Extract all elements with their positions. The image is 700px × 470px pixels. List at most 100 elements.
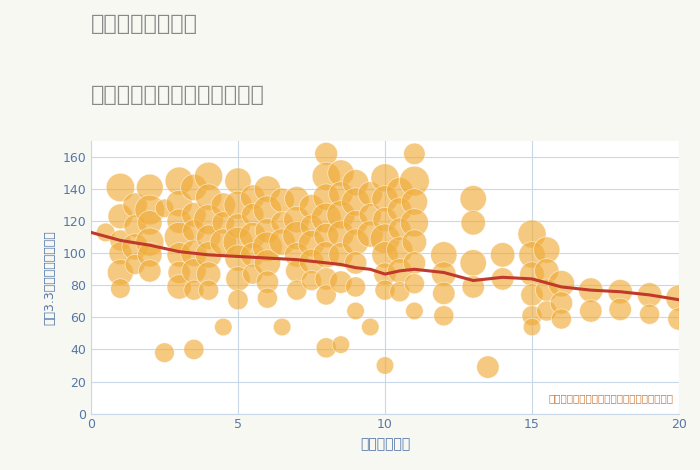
Point (644, 310, 655, 318)
Point (350, 283, 361, 290)
Point (321, 214, 332, 222)
Point (306, 203, 317, 211)
Point (394, 226, 405, 233)
Point (615, 306, 626, 313)
Point (394, 267, 405, 274)
Point (321, 344, 332, 352)
Point (130, 201, 141, 209)
Y-axis label: 坪（3.3㎡）単価（万円）: 坪（3.3㎡）単価（万円） (43, 230, 57, 325)
Point (115, 184, 126, 191)
Point (409, 198, 420, 206)
Point (335, 211, 346, 219)
Point (394, 288, 405, 296)
Point (350, 259, 361, 266)
Point (218, 201, 229, 209)
Point (526, 312, 538, 320)
Point (350, 238, 361, 246)
Point (468, 283, 479, 290)
Point (262, 185, 273, 193)
Point (306, 222, 317, 230)
Point (438, 251, 449, 258)
Point (232, 296, 244, 304)
Point (335, 230, 346, 238)
Text: 駅距離別中古マンション価格: 駅距離別中古マンション価格 (91, 85, 265, 105)
Point (673, 315, 685, 323)
Point (556, 280, 567, 288)
Point (291, 232, 302, 239)
Point (335, 251, 346, 258)
Point (409, 238, 420, 246)
Point (438, 312, 449, 320)
Point (673, 294, 685, 302)
Point (321, 150, 332, 157)
Point (203, 286, 214, 294)
Point (232, 177, 244, 185)
Point (144, 219, 155, 227)
Point (262, 294, 273, 302)
Point (232, 201, 244, 209)
Point (291, 195, 302, 203)
Point (438, 270, 449, 278)
Point (276, 323, 288, 331)
Point (585, 307, 596, 315)
Point (144, 267, 155, 274)
Point (379, 216, 391, 223)
Point (188, 346, 199, 353)
Point (526, 323, 538, 331)
Point (232, 238, 244, 246)
Point (174, 234, 185, 241)
Point (188, 184, 199, 191)
Point (130, 261, 141, 268)
Point (615, 288, 626, 296)
Point (350, 179, 361, 187)
Point (379, 174, 391, 181)
Point (144, 206, 155, 214)
Point (174, 269, 185, 276)
Point (365, 323, 376, 331)
Point (541, 307, 552, 315)
Point (232, 275, 244, 282)
Point (394, 206, 405, 214)
Point (379, 270, 391, 278)
Point (291, 267, 302, 274)
Point (188, 286, 199, 294)
Point (232, 222, 244, 230)
Point (409, 150, 420, 157)
Point (409, 259, 420, 266)
Point (365, 230, 376, 238)
Point (409, 177, 420, 185)
Point (321, 232, 332, 239)
Point (409, 280, 420, 288)
Point (291, 251, 302, 258)
Point (203, 234, 214, 241)
Point (174, 200, 185, 207)
Point (203, 270, 214, 278)
Point (321, 275, 332, 282)
Point (497, 275, 508, 282)
Point (115, 285, 126, 292)
Point (541, 267, 552, 274)
Point (541, 286, 552, 294)
Point (203, 193, 214, 201)
Point (188, 250, 199, 257)
Point (130, 222, 141, 230)
Point (335, 190, 346, 198)
Point (130, 243, 141, 251)
Point (174, 251, 185, 258)
Point (188, 211, 199, 219)
Point (291, 286, 302, 294)
Point (247, 232, 258, 239)
Point (409, 307, 420, 315)
Point (644, 291, 655, 299)
Point (262, 243, 273, 251)
Point (468, 195, 479, 203)
Point (526, 230, 538, 238)
Point (585, 286, 596, 294)
Point (247, 270, 258, 278)
Point (306, 277, 317, 284)
Point (379, 251, 391, 258)
Point (276, 196, 288, 204)
Point (335, 169, 346, 177)
Point (350, 219, 361, 227)
Point (247, 193, 258, 201)
